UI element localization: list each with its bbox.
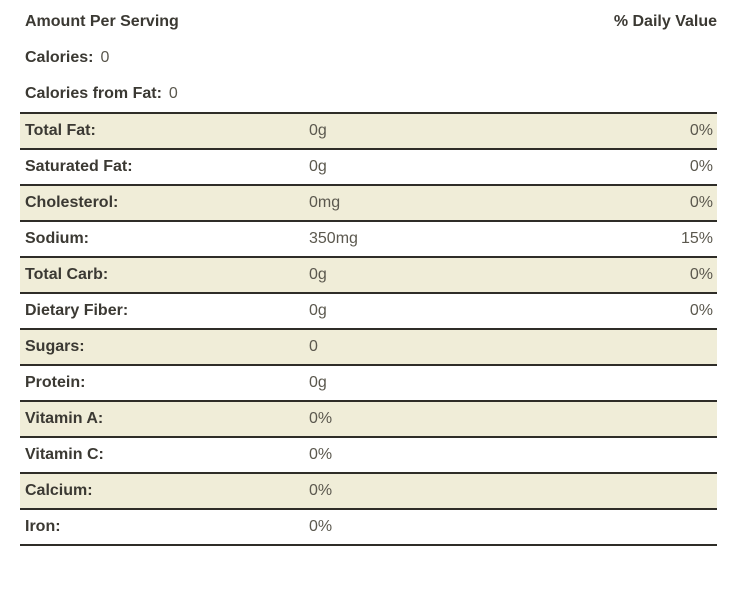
nutrition-facts-panel: Amount Per Serving % Daily Value Calorie… <box>20 0 717 546</box>
table-row-iron: Iron: 0% <box>20 510 717 546</box>
nutrient-amount: 0 <box>309 338 318 355</box>
nutrient-label: Saturated Fat: <box>25 158 133 175</box>
amount-per-serving-heading: Amount Per Serving <box>25 13 179 30</box>
table-row-vitamin-c: Vitamin C: 0% <box>20 438 717 474</box>
calories-from-fat-label: Calories from Fat: <box>25 85 162 102</box>
nutrient-label: Vitamin C: <box>25 446 104 463</box>
calories-value: 0 <box>100 49 110 66</box>
nutrient-label: Vitamin A: <box>25 410 104 427</box>
nutrient-daily-value: 0% <box>689 122 713 139</box>
table-row-cholesterol: Cholesterol: 0mg 0% <box>20 186 717 222</box>
nutrient-label: Iron: <box>25 518 61 535</box>
nutrient-amount: 0g <box>309 266 327 283</box>
table-row-saturated-fat: Saturated Fat: 0g 0% <box>20 150 717 186</box>
nutrient-amount: 0mg <box>309 194 341 211</box>
nutrient-label: Total Carb: <box>25 266 109 283</box>
calories-row: Calories: 0 <box>20 40 717 76</box>
nutrient-amount: 0% <box>309 518 333 535</box>
nutrient-amount: 0g <box>309 122 327 139</box>
nutrient-label: Total Fat: <box>25 122 96 139</box>
nutrient-amount: 0% <box>309 446 333 463</box>
nutrient-table: Total Fat: 0g 0% Saturated Fat: 0g 0% Ch… <box>20 112 717 546</box>
nutrient-daily-value: 0% <box>689 158 713 175</box>
nutrient-label: Dietary Fiber: <box>25 302 129 319</box>
calories-from-fat-row: Calories from Fat: 0 <box>20 76 717 112</box>
nutrition-header-row: Amount Per Serving % Daily Value <box>20 4 717 40</box>
table-row-total-fat: Total Fat: 0g 0% <box>20 114 717 150</box>
table-row-calcium: Calcium: 0% <box>20 474 717 510</box>
table-row-dietary-fiber: Dietary Fiber: 0g 0% <box>20 294 717 330</box>
table-row-vitamin-a: Vitamin A: 0% <box>20 402 717 438</box>
nutrient-label: Protein: <box>25 374 86 391</box>
nutrient-amount: 0g <box>309 302 327 319</box>
nutrient-amount: 0% <box>309 482 333 499</box>
nutrient-amount: 0% <box>309 410 333 427</box>
nutrient-daily-value: 0% <box>689 194 713 211</box>
table-row-protein: Protein: 0g <box>20 366 717 402</box>
nutrient-amount: 350mg <box>309 230 358 247</box>
nutrient-label: Calcium: <box>25 482 93 499</box>
table-row-sodium: Sodium: 350mg 15% <box>20 222 717 258</box>
nutrient-daily-value: 0% <box>689 302 713 319</box>
nutrient-daily-value: 15% <box>680 230 713 247</box>
table-row-sugars: Sugars: 0 <box>20 330 717 366</box>
calories-from-fat-value: 0 <box>168 85 178 102</box>
nutrient-label: Cholesterol: <box>25 194 119 211</box>
nutrient-amount: 0g <box>309 158 327 175</box>
daily-value-heading: % Daily Value <box>613 13 717 30</box>
table-row-total-carb: Total Carb: 0g 0% <box>20 258 717 294</box>
nutrient-label: Sugars: <box>25 338 85 355</box>
nutrient-daily-value: 0% <box>689 266 713 283</box>
nutrient-label: Sodium: <box>25 230 89 247</box>
calories-label: Calories: <box>25 49 94 66</box>
nutrient-amount: 0g <box>309 374 327 391</box>
